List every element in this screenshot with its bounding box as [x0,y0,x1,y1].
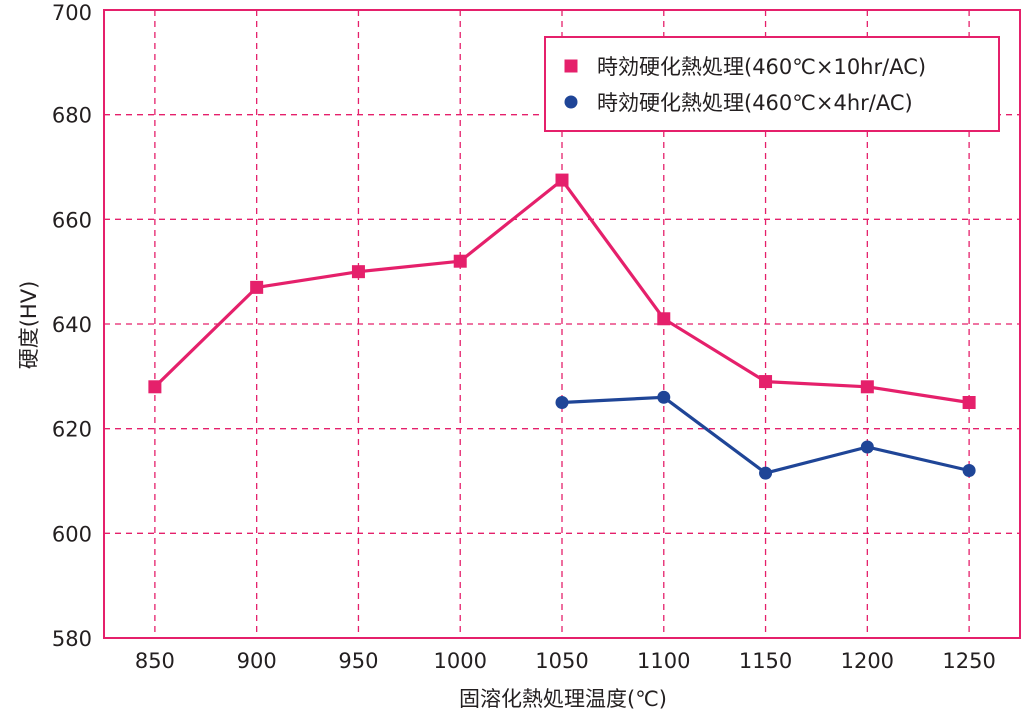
y-tick-label: 660 [52,208,92,232]
x-tick-label: 850 [135,649,175,673]
x-tick-label: 950 [338,649,378,673]
series-layer [148,173,976,480]
data-point [657,312,671,326]
data-point [250,280,264,294]
x-axis-title: 固溶化熱処理温度(℃) [459,687,667,711]
plot-frame [103,9,1021,639]
legend-marker [564,95,578,109]
data-point [962,396,976,409]
data-point [860,440,874,454]
y-tick-label: 640 [52,313,92,337]
data-point [148,380,162,394]
series-2 [555,390,976,480]
y-tick-label: 600 [52,522,92,546]
legend-box [544,36,1000,132]
x-tick-label: 1200 [841,649,894,673]
x-tick-label: 900 [237,649,277,673]
legend-label: 時効硬化熱処理(460℃×10hr/AC) [597,55,926,79]
x-tick-label: 1100 [637,649,690,673]
y-axis-title: 硬度(HV) [17,281,41,370]
y-axis-ticks: 580 600 620 640 660 680 700 [52,1,92,651]
data-point [962,464,976,478]
legend: 時効硬化熱処理(460℃×10hr/AC) 時効硬化熱処理(460℃×4hr/AC… [544,36,1000,132]
x-tick-label: 1150 [739,649,792,673]
x-tick-label: 1250 [942,649,995,673]
legend-item: 時効硬化熱処理(460℃×10hr/AC) [564,55,926,79]
data-point [453,254,467,268]
legend-marker [564,59,578,73]
y-tick-label: 580 [52,627,92,651]
data-point [657,390,671,404]
legend-label: 時効硬化熱処理(460℃×4hr/AC) [597,91,913,115]
legend-item: 時効硬化熱処理(460℃×4hr/AC) [564,91,913,115]
series-1 [148,173,976,409]
y-tick-label: 680 [52,104,92,128]
data-point [860,380,874,394]
data-point [351,265,365,279]
x-tick-label: 1000 [433,649,486,673]
x-axis-ticks: 850 900 950 1000 1050 1100 1150 1200 1250 [135,649,996,673]
data-point [759,375,773,389]
x-tick-label: 1050 [535,649,588,673]
y-tick-label: 700 [52,1,92,25]
data-point [759,466,773,480]
y-tick-label: 620 [52,418,92,442]
data-point [555,396,569,409]
data-point [555,173,569,187]
